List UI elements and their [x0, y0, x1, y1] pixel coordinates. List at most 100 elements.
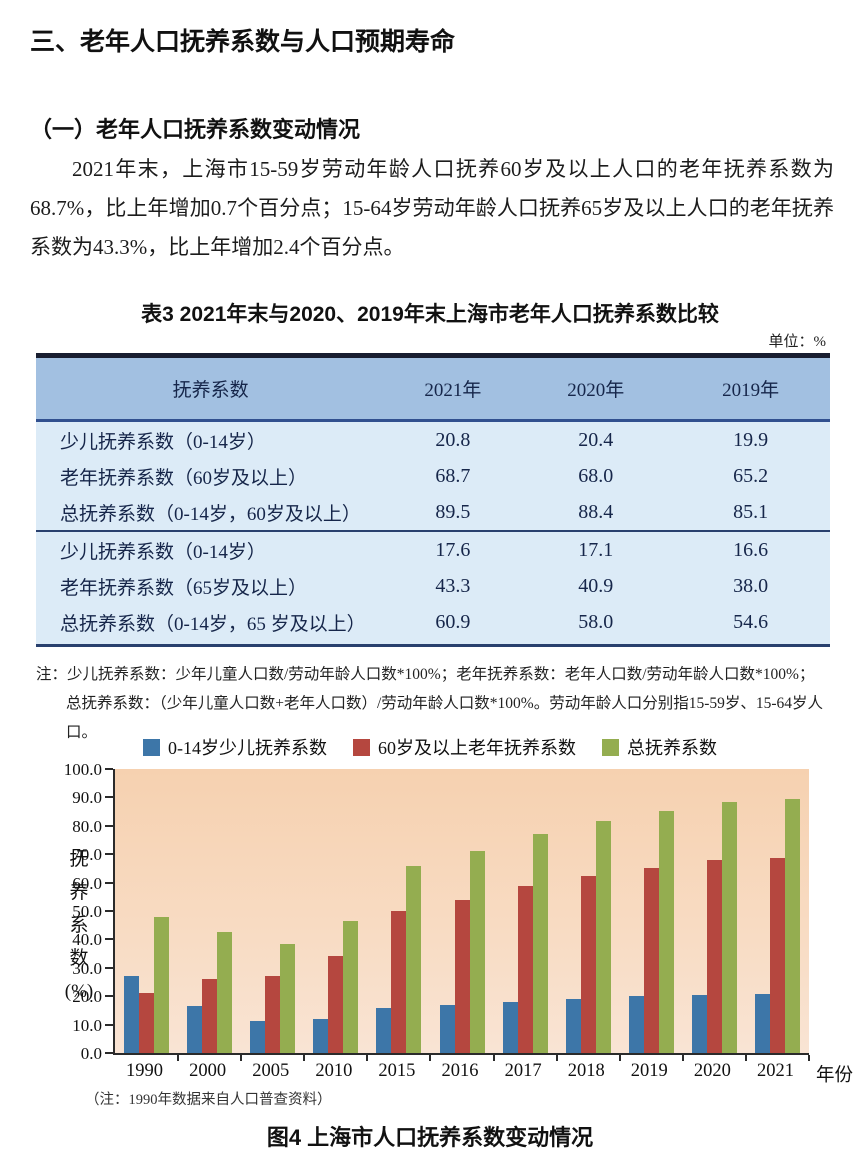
y-tick-label: 50.0 [72, 902, 102, 921]
y-tick-label: 30.0 [72, 958, 102, 978]
y-tick-mark [105, 768, 113, 770]
bar [313, 1018, 329, 1053]
row-value: 68.7 [435, 464, 471, 487]
bar [595, 820, 611, 1053]
table-notes: 注：少儿抚养系数：少年儿童人口数/劳动年龄人口数*100%；老年抚养系数：老年人… [36, 660, 832, 747]
body-paragraph: 2021年末，上海市15-59岁劳动年龄人口抚养60岁及以上人口的老年抚养系数为… [30, 157, 834, 259]
y-axis: 0.0 10.0 20.0 30.0 40.0 50.0 60.0 70.0 80.0 90.0 1… [30, 760, 102, 1063]
row-label: 总抚养系数（0-14岁，60岁及以上） [60, 503, 361, 525]
bar [658, 811, 674, 1053]
row-value: 20.4 [578, 428, 614, 451]
y-tick-mark [105, 824, 113, 827]
y-tick-label: 20.0 [72, 987, 102, 1007]
row-value: 88.4 [578, 500, 614, 523]
legend-item: 总抚养系数 [602, 734, 717, 760]
table-row: 老年抚养系数（65岁及以上） 43.3 40.9 38.0 [36, 568, 830, 604]
bar-group [430, 769, 495, 1061]
y-axis-title-line: (%) [64, 981, 94, 1002]
dependency-ratio-table: 抚养系数 2021年 2020年 2019年 少儿抚养系数（0-14岁） 20.8… [36, 353, 830, 647]
bar-group [241, 769, 306, 1061]
row-value: 65.2 [733, 464, 769, 487]
legend-swatch-icon [353, 738, 370, 756]
y-tick-mark [105, 910, 113, 912]
bar [187, 1006, 203, 1053]
header-cell-indicator: 抚养系数 [172, 380, 249, 401]
bar [691, 995, 707, 1053]
row-value: 85.1 [733, 500, 769, 523]
x-tick-label: 1990 [126, 1061, 164, 1081]
note-line-2: 总抚养系数：（少年儿童人口数+老年人口数）/劳动年龄人口数*100%。劳动年龄人… [66, 695, 824, 741]
row-value: 17.6 [435, 538, 471, 561]
y-tick-label: 40.0 [72, 930, 102, 950]
bar [706, 859, 722, 1053]
bar [217, 932, 233, 1053]
bar [784, 798, 800, 1053]
row-value: 60.9 [435, 610, 471, 633]
x-tick-label: 2019 [630, 1061, 668, 1081]
row-label: 总抚养系数（0-14岁，65 岁及以上） [60, 613, 366, 635]
table-row: 少儿抚养系数（0-14岁） 17.6 17.1 16.6 [36, 530, 830, 568]
y-tick-mark [105, 796, 113, 799]
bar [265, 976, 281, 1053]
y-tick-mark [105, 881, 113, 884]
subsection-title: （一）老年人口抚养系数变动情况 [30, 117, 361, 142]
bar [202, 979, 218, 1053]
bar [376, 1007, 392, 1053]
row-value: 20.8 [435, 428, 471, 451]
bar [565, 999, 581, 1053]
header-cell-2021: 2021年 [424, 380, 482, 401]
legend-item: 60岁及以上老年抚养系数 [353, 734, 576, 760]
y-axis-title-line: 系 [69, 915, 89, 936]
header-cell-2019: 2019年 [722, 380, 780, 401]
dependency-ratio-chart: 抚养系数 (%) 0.0 10.0 20.0 30.0 40.0 50.0 60.0 70.0 8… [30, 760, 853, 1095]
y-tick-label: 10.0 [72, 1015, 102, 1035]
bar [532, 834, 548, 1053]
table-row: 老年抚养系数（60岁及以上） 68.7 68.0 65.2 [36, 458, 830, 494]
table-row: 少儿抚养系数（0-14岁） 20.8 20.4 19.9 [36, 422, 830, 458]
x-tick-label: 2018 [567, 1061, 605, 1081]
x-tick-label: 2005 [252, 1061, 290, 1081]
bar-group [557, 769, 621, 1061]
row-value: 43.3 [435, 574, 471, 597]
note-line-1: 注：少儿抚养系数：少年儿童人口数/劳动年龄人口数*100%；老年抚养系数：老年人… [36, 666, 815, 683]
header-cell-2020: 2020年 [567, 380, 625, 401]
y-axis-title-line: 数 [69, 948, 89, 969]
y-tick-label: 90.0 [72, 788, 102, 808]
bar [517, 886, 533, 1053]
bar [124, 976, 140, 1053]
bar [328, 956, 344, 1053]
chart-legend: 0-14岁少儿抚养系数 60岁及以上老年抚养系数 总抚养系数 [0, 734, 860, 760]
x-tick-label: 2010 [315, 1061, 353, 1081]
table-header: 抚养系数 2021年 2020年 2019年 [36, 358, 830, 422]
bar-group [304, 769, 369, 1061]
section-title: 三、老年人口抚养系数与人口预期寿命 [30, 28, 456, 56]
bar [469, 851, 485, 1053]
y-tick-mark [105, 966, 113, 969]
y-tick-label: 80.0 [72, 816, 102, 836]
bar [754, 993, 770, 1053]
bar [454, 899, 470, 1053]
bar [250, 1020, 266, 1053]
legend-item: 0-14岁少儿抚养系数 [143, 734, 327, 760]
row-value: 54.6 [733, 610, 769, 633]
row-label: 老年抚养系数（65岁及以上） [60, 577, 308, 599]
x-axis-unit-label: 年份 [816, 1066, 854, 1086]
table-row: 总抚养系数（0-14岁，60岁及以上） 89.5 88.4 85.1 [36, 494, 830, 530]
row-value: 19.9 [733, 428, 769, 451]
bar [628, 996, 644, 1053]
y-tick-mark [105, 853, 113, 856]
y-axis-title: 抚养系数 (%) [64, 843, 94, 1008]
y-tick-label: 100.0 [63, 760, 102, 779]
bar [154, 916, 170, 1053]
y-tick-mark [105, 1023, 113, 1026]
figure-caption: 图4 上海市人口抚养系数变动情况 [266, 1125, 594, 1150]
legend-label: 总抚养系数 [627, 738, 717, 758]
bar [406, 865, 422, 1053]
bar-group [115, 769, 180, 1061]
bar [769, 857, 785, 1053]
row-value: 17.1 [578, 538, 614, 561]
bar [439, 1004, 455, 1053]
table-body: 少儿抚养系数（0-14岁） 20.8 20.4 19.9 老年抚养系数（60岁及以上） 6… [36, 422, 830, 644]
bar [139, 993, 155, 1053]
y-tick-label: 70.0 [72, 845, 102, 865]
